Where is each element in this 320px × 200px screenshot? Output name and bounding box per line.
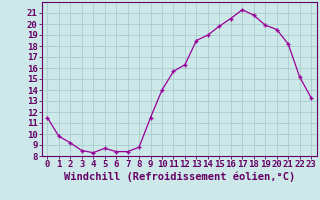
X-axis label: Windchill (Refroidissement éolien,°C): Windchill (Refroidissement éolien,°C) xyxy=(64,172,295,182)
